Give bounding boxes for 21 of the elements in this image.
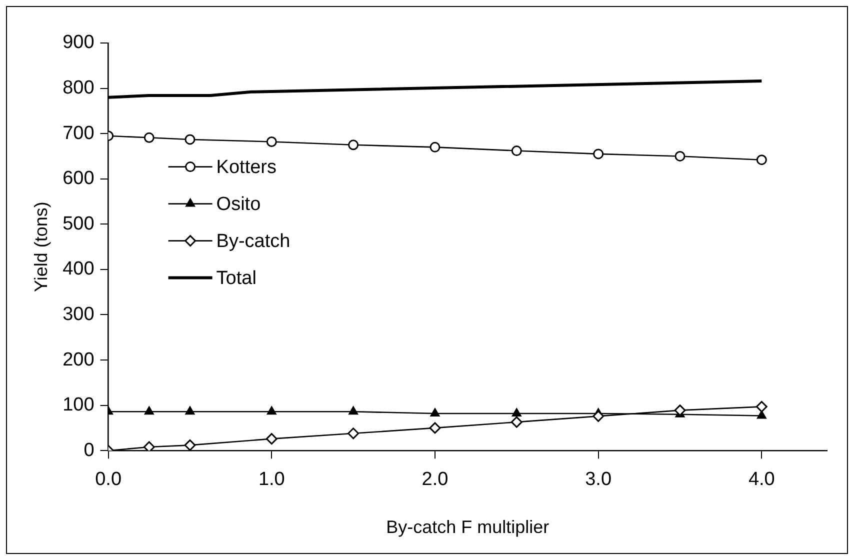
x-tick-label: 1.0 <box>258 469 285 490</box>
y-tick-label: 600 <box>62 168 94 190</box>
y-tick-label: 100 <box>62 394 94 416</box>
y-tick-label: 400 <box>62 258 94 280</box>
y-tick-label: 0 <box>84 440 94 461</box>
legend-label: By-catch <box>216 231 290 252</box>
x-tick-label: 4.0 <box>748 469 775 490</box>
y-tick-label: 700 <box>62 122 94 144</box>
y-tick-label: 900 <box>62 32 94 54</box>
y-tick-label: 200 <box>62 349 94 370</box>
y-tick-label: 800 <box>62 78 94 99</box>
x-tick-label: 2.0 <box>422 469 448 490</box>
x-tick-label: 0.0 <box>95 469 122 490</box>
x-axis-title: By-catch F multiplier <box>386 517 550 538</box>
y-tick-label: 300 <box>62 304 94 325</box>
legend-label: Osito <box>216 194 261 216</box>
legend-label: Kotters <box>216 157 277 178</box>
x-tick-label: 3.0 <box>585 469 612 490</box>
legend-label: Total <box>216 268 256 290</box>
y-axis-title: Yield (tons) <box>30 202 51 292</box>
y-tick-label: 500 <box>62 213 94 234</box>
